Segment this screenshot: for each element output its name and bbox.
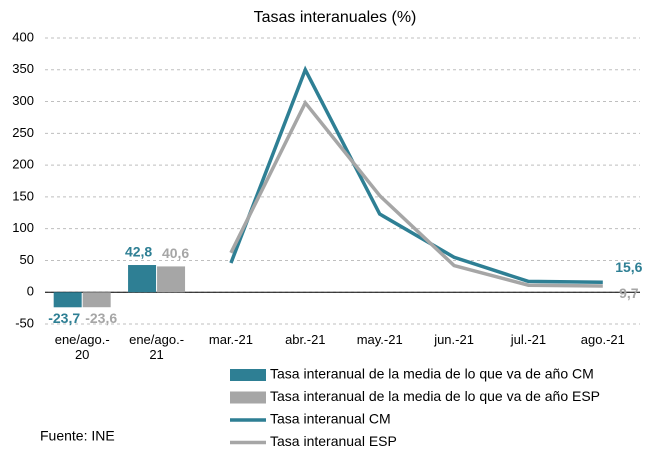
y-tick-label: 350 xyxy=(12,61,34,76)
y-tick-label: 0 xyxy=(27,284,34,299)
data-label: 15,6 xyxy=(615,259,642,275)
legend-label: Tasa interanual CM xyxy=(270,411,391,427)
bar xyxy=(82,292,111,308)
line xyxy=(229,99,603,288)
x-tick-label: ene/ago.- 21 xyxy=(129,332,185,362)
x-tick-label: ene/ago.- 20 xyxy=(54,332,110,362)
x-tick-label: abr.-21 xyxy=(285,332,326,347)
source: Fuente: INE xyxy=(40,428,115,444)
bar xyxy=(157,266,186,293)
y-tick-label: 200 xyxy=(12,157,34,172)
legend-label: Tasa interanual de la media de lo que va… xyxy=(270,366,594,382)
x-tick-label: ago.-21 xyxy=(580,332,625,347)
x-tick-label: jul.-21 xyxy=(510,332,547,347)
y-tick-label: 300 xyxy=(12,93,34,108)
legend-swatch xyxy=(230,391,266,404)
data-label: -23,6 xyxy=(85,310,117,326)
y-tick-label: 150 xyxy=(12,188,34,203)
y-tick-label: 400 xyxy=(12,29,34,44)
x-tick-label: mar.-21 xyxy=(208,332,253,347)
legend-label: Tasa interanual de la media de lo que va… xyxy=(270,388,600,404)
bar xyxy=(128,265,157,293)
x-tick-label: may.-21 xyxy=(356,332,403,347)
data-label: 9,7 xyxy=(619,285,639,301)
line xyxy=(229,65,603,285)
legend-label: Tasa interanual ESP xyxy=(270,433,397,449)
chart-title: Tasas interanuales (%) xyxy=(254,9,417,26)
legend-swatch xyxy=(230,369,266,381)
data-label: 42,8 xyxy=(125,244,152,260)
y-tick-label: -50 xyxy=(15,315,34,330)
bar xyxy=(53,292,82,308)
y-tick-label: 100 xyxy=(12,220,34,235)
y-tick-label: 50 xyxy=(20,252,34,267)
x-tick-label: jun.-21 xyxy=(434,332,474,347)
data-label: 40,6 xyxy=(162,245,189,261)
data-label: -23,7 xyxy=(48,310,80,326)
y-tick-label: 250 xyxy=(12,125,34,140)
